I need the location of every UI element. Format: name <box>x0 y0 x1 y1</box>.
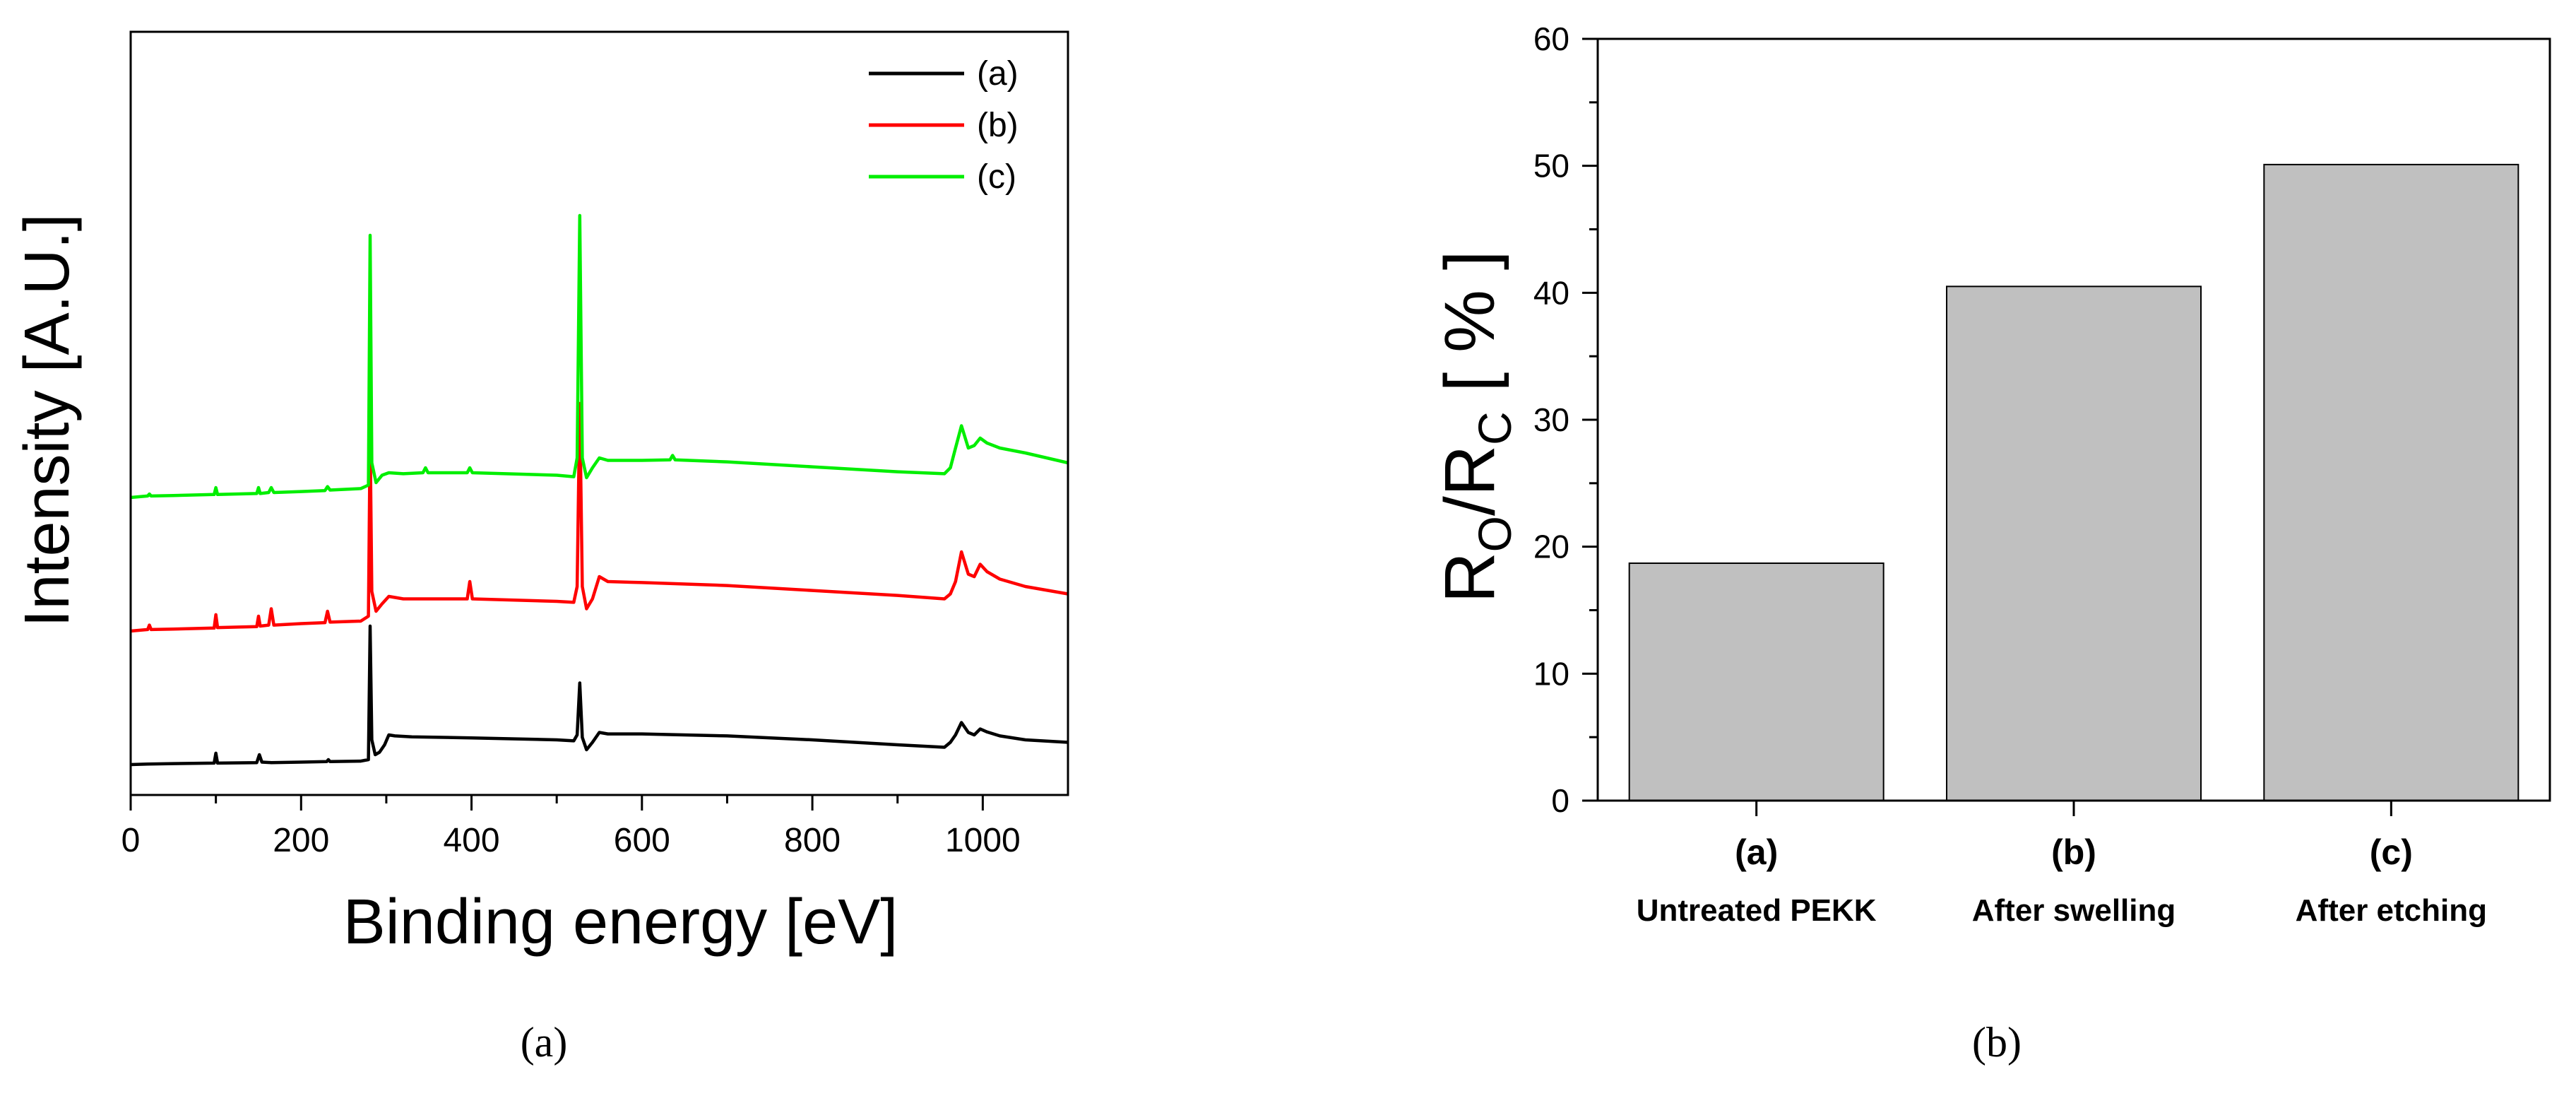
y-tick-label: 50 <box>1533 148 1569 184</box>
series-line-c <box>130 213 1069 500</box>
caption-a: (a) <box>521 1019 568 1066</box>
series-line-a <box>130 624 1069 767</box>
category-sublabel-b: After swelling <box>1972 893 2176 928</box>
x-tick-label: 200 <box>273 822 329 859</box>
legend-label-b: (b) <box>977 107 1019 144</box>
bar-a <box>1628 562 1884 801</box>
bar-b <box>1946 285 2202 802</box>
x-tick-label: 0 <box>121 822 141 859</box>
panel-b-bar-chart: 0 10 20 30 40 50 60 (a) Untreated PEKK (b) After s… <box>1430 20 2551 928</box>
category-label-a: (a) <box>1735 832 1778 872</box>
caption-b: (b) <box>1972 1019 2022 1066</box>
y-tick-label: 0 <box>1551 782 1569 819</box>
legend-label-c: (c) <box>977 158 1016 196</box>
x-tick-label: 800 <box>784 822 841 859</box>
category-label-c: (c) <box>2370 832 2413 872</box>
category-sublabel-c: After etching <box>2296 893 2487 928</box>
plot-frame <box>129 30 1069 796</box>
y-tick-label: 40 <box>1533 274 1569 311</box>
x-tick-label: 1000 <box>945 822 1021 859</box>
y-tick-label: 20 <box>1533 529 1569 565</box>
bar-c <box>2263 163 2519 801</box>
y-axis-label: RO/RC [ % ] <box>1430 250 1521 603</box>
y-tick-label: 10 <box>1533 655 1569 692</box>
y-axis-label: Intensity [A.U.] <box>12 213 83 627</box>
x-tick-label: 400 <box>443 822 499 859</box>
category-sublabel-a: Untreated PEKK <box>1637 893 1877 928</box>
y-tick-label: 30 <box>1533 401 1569 438</box>
x-tick-label: 600 <box>614 822 670 859</box>
panel-a-xps-spectra: 0 200 400 600 800 1000 Binding energy [eV] Inte… <box>12 30 1069 957</box>
legend-label-a: (a) <box>977 55 1019 93</box>
x-axis-label: Binding energy [eV] <box>343 887 898 957</box>
y-tick-label: 60 <box>1533 20 1569 57</box>
series-line-b <box>130 401 1069 633</box>
category-label-b: (b) <box>2051 832 2096 872</box>
